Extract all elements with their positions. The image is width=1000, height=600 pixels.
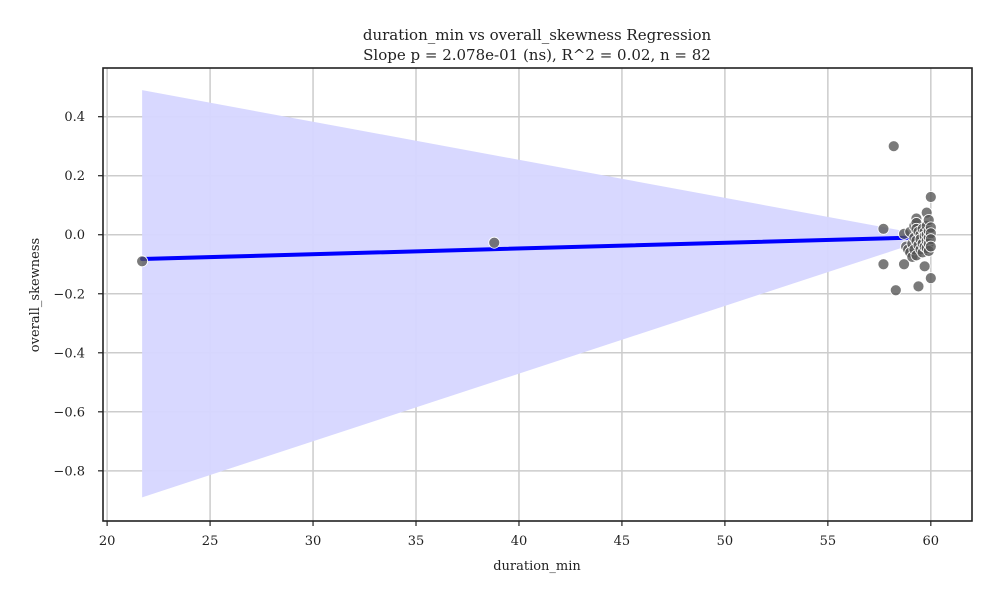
data-point xyxy=(924,191,937,203)
y-tick-label: −0.8 xyxy=(53,464,85,479)
data-point xyxy=(898,258,910,271)
data-point xyxy=(912,280,925,293)
data-point xyxy=(877,222,890,235)
x-tick-label: 25 xyxy=(202,534,219,549)
y-axis-ticks: −0.8 −0.6 −0.4 −0.2 0.0 0.2 0.4 xyxy=(53,110,103,479)
x-axis-ticks: 20 25 30 35 40 45 50 55 60 xyxy=(99,521,939,549)
y-tick-label: −0.4 xyxy=(53,346,85,361)
data-point xyxy=(924,240,937,253)
y-tick-label: 0.2 xyxy=(64,169,85,184)
data-point xyxy=(924,272,937,285)
scatter-points xyxy=(136,140,937,297)
y-axis-label: overall_skewness xyxy=(28,238,43,352)
data-point xyxy=(887,140,900,153)
data-point xyxy=(918,260,931,273)
confidence-band-group xyxy=(142,90,931,498)
y-tick-label: −0.2 xyxy=(53,287,85,302)
plot-frame xyxy=(102,67,973,522)
x-tick-label: 40 xyxy=(511,534,528,549)
x-tick-label: 50 xyxy=(717,534,734,549)
chart-title: duration_min vs overall_skewness Regress… xyxy=(363,26,712,44)
y-tick-label: 0.0 xyxy=(64,228,85,243)
data-point xyxy=(136,255,149,268)
x-tick-label: 60 xyxy=(923,534,940,549)
x-tick-label: 20 xyxy=(99,534,116,549)
data-point xyxy=(877,258,890,271)
x-tick-label: 55 xyxy=(820,534,837,549)
x-tick-label: 45 xyxy=(614,534,631,549)
x-tick-label: 35 xyxy=(408,534,425,549)
data-point xyxy=(488,236,501,249)
x-tick-label: 30 xyxy=(305,534,322,549)
regression-line-group xyxy=(140,235,933,261)
regression-line xyxy=(140,235,933,261)
data-point xyxy=(889,284,902,297)
x-axis-label: duration_min xyxy=(493,559,581,574)
chart-subtitle: Slope p = 2.078e-01 (ns), R^2 = 0.02, n … xyxy=(363,46,711,64)
y-tick-label: 0.4 xyxy=(64,110,85,125)
confidence-band xyxy=(142,90,931,498)
y-tick-label: −0.6 xyxy=(53,405,85,420)
